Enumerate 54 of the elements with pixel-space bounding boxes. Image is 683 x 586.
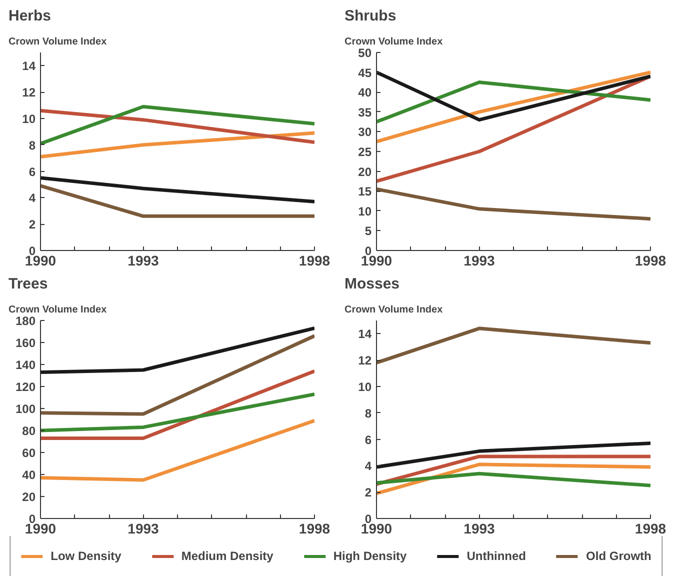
y-tick-label: 45	[358, 66, 372, 80]
legend-label: Unthinned	[466, 549, 526, 563]
chart-title: Herbs	[8, 8, 52, 24]
y-tick-label: 80	[22, 424, 36, 438]
y-tick-label: 25	[358, 145, 372, 159]
y-tick-label: 40	[22, 468, 36, 482]
y-tick-label: 12	[358, 354, 372, 368]
y-axis-title: Crown Volume Index	[8, 304, 108, 316]
y-tick-label: 8	[28, 138, 36, 152]
y-tick-label: 14	[358, 327, 372, 342]
y-axis-title: Crown Volume Index	[344, 304, 444, 316]
x-tick-label: 1993	[464, 520, 496, 536]
y-tick-label: 20	[358, 164, 372, 179]
chart-title: Mosses	[344, 276, 400, 292]
y-tick-label: 160	[15, 336, 36, 350]
y-tick-label: 14	[22, 59, 36, 74]
legend-label: Low Density	[50, 549, 122, 563]
x-tick-label: 1993	[128, 252, 160, 268]
y-tick-label: 15	[358, 184, 372, 199]
y-tick-label: 10	[22, 112, 36, 126]
y-tick-label: 40	[358, 86, 372, 100]
y-tick-label: 20	[22, 490, 36, 504]
y-tick-label: 6	[28, 164, 36, 179]
x-tick-label: 1998	[298, 252, 330, 268]
legend-label: High Density	[333, 549, 407, 563]
y-tick-label: 2	[364, 486, 372, 500]
y-tick-label: 30	[358, 125, 372, 140]
y-tick-label: 10	[358, 204, 372, 218]
x-tick-label: 1993	[128, 520, 160, 536]
legend-label: Medium Density	[181, 549, 274, 563]
y-tick-label: 50	[358, 46, 372, 60]
x-tick-label: 1998	[634, 520, 666, 536]
y-tick-label: 5	[364, 224, 372, 238]
y-tick-label: 180	[15, 314, 36, 328]
y-tick-label: 60	[22, 446, 36, 460]
legend-label: Old Growth	[586, 549, 652, 563]
y-tick-label: 35	[358, 105, 372, 120]
x-tick-label: 1998	[634, 252, 666, 268]
chart-title: Shrubs	[344, 8, 396, 24]
y-tick-label: 120	[15, 380, 36, 394]
y-tick-label: 10	[358, 380, 372, 394]
y-tick-label: 2	[28, 218, 36, 232]
y-axis-title: Crown Volume Index	[344, 36, 444, 48]
x-tick-label: 1998	[298, 520, 330, 536]
chart-title: Trees	[8, 276, 48, 292]
y-tick-label: 6	[364, 432, 372, 447]
y-tick-label: 8	[364, 406, 372, 420]
x-tick-label: 1993	[464, 252, 496, 268]
y-tick-label: 12	[22, 86, 36, 100]
y-tick-label: 4	[364, 459, 372, 474]
y-tick-label: 100	[15, 402, 36, 416]
y-axis-title: Crown Volume Index	[8, 36, 108, 48]
y-tick-label: 140	[15, 358, 36, 372]
y-tick-label: 4	[28, 191, 36, 206]
